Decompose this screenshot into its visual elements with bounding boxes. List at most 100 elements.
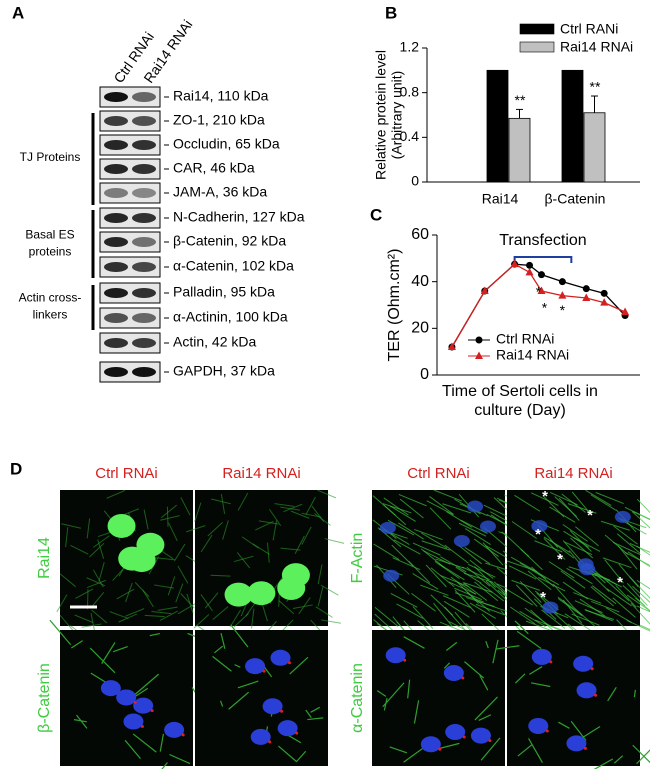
junction — [464, 661, 485, 679]
junction — [389, 746, 408, 754]
fiber — [168, 522, 178, 542]
fiber — [212, 606, 229, 620]
data-point — [510, 259, 519, 268]
y-tick-label: 0.8 — [400, 83, 420, 99]
fiber — [194, 502, 202, 522]
dot — [438, 747, 442, 751]
fiber — [420, 584, 449, 596]
fiber — [548, 561, 575, 579]
junction — [289, 656, 309, 675]
fiber — [81, 623, 102, 628]
fiber — [399, 498, 424, 519]
fiber — [193, 614, 210, 629]
junction — [234, 664, 241, 668]
fiber — [602, 557, 632, 569]
fiber — [438, 563, 465, 581]
data-point — [621, 307, 630, 315]
junction — [161, 762, 168, 769]
marker: * — [542, 488, 548, 505]
nucleus — [385, 647, 406, 664]
fiber — [624, 506, 650, 520]
y-axis-label: TER (Ohm.cm²) — [386, 249, 403, 362]
fiber — [509, 606, 536, 625]
data-point — [526, 261, 534, 269]
fiber — [382, 503, 412, 514]
fiber — [398, 522, 424, 540]
image-bg — [195, 630, 328, 766]
dot — [280, 709, 284, 713]
fiber — [519, 610, 546, 627]
row-label: α-Catenin — [349, 663, 366, 733]
fiber — [258, 520, 279, 525]
band-label: Rai14, 110 kDa — [173, 88, 269, 104]
fiber — [93, 535, 110, 548]
fiber — [573, 592, 602, 604]
fiber — [393, 539, 421, 555]
fiber — [159, 610, 178, 621]
blot — [99, 231, 161, 253]
fiber — [635, 597, 650, 612]
fiber — [160, 515, 180, 521]
fiber — [454, 587, 483, 601]
fiber — [59, 573, 76, 588]
legend-label: Rai14 RNAi — [496, 347, 569, 363]
fiber — [554, 496, 578, 518]
junction — [632, 744, 650, 764]
fiber — [571, 491, 592, 516]
junction — [445, 641, 458, 651]
band — [132, 213, 156, 223]
row-label: Rai14 — [36, 537, 53, 579]
band — [132, 116, 156, 126]
fiber — [464, 546, 491, 565]
fiber — [448, 581, 477, 595]
blot — [99, 332, 161, 354]
fiber — [207, 522, 223, 537]
fiber — [622, 585, 646, 607]
fiber — [569, 530, 592, 552]
junction — [383, 698, 388, 711]
nucleus — [136, 532, 165, 557]
y-tick-label: 0 — [411, 173, 419, 189]
dot — [583, 746, 587, 750]
fiber — [241, 536, 259, 549]
fiber — [317, 489, 337, 499]
micrograph — [195, 624, 328, 766]
fiber — [455, 566, 482, 584]
fiber — [440, 556, 467, 573]
junction — [310, 706, 321, 713]
legend-label: Ctrl RANi — [560, 21, 618, 37]
fiber — [433, 602, 453, 627]
nucleus — [573, 655, 594, 672]
junction — [485, 640, 489, 649]
fiber — [557, 598, 583, 617]
fiber — [211, 498, 231, 505]
bracket — [513, 256, 573, 263]
junction — [437, 742, 460, 750]
fiber — [562, 540, 584, 564]
nucleus — [247, 581, 276, 606]
fiber — [574, 600, 603, 614]
fiber — [412, 542, 441, 556]
y-tick-label: 0.4 — [400, 128, 420, 144]
band — [132, 92, 156, 102]
fiber — [460, 519, 488, 534]
micrograph — [506, 489, 650, 643]
fiber — [562, 524, 588, 542]
fiber — [600, 520, 630, 531]
junction — [220, 700, 224, 707]
fiber — [320, 584, 339, 596]
fiber — [469, 559, 494, 579]
dot — [133, 700, 137, 704]
junction — [101, 642, 116, 664]
fiber — [383, 497, 409, 516]
band — [104, 288, 128, 298]
blot — [99, 86, 161, 108]
band-label: α-Actinin, 100 kDa — [173, 309, 288, 325]
band — [132, 338, 156, 348]
data-point — [480, 286, 489, 294]
fiber — [591, 585, 617, 605]
fiber — [434, 561, 460, 580]
blot — [99, 307, 161, 329]
fiber — [425, 564, 447, 588]
y-tick-label: 1.2 — [400, 39, 420, 55]
